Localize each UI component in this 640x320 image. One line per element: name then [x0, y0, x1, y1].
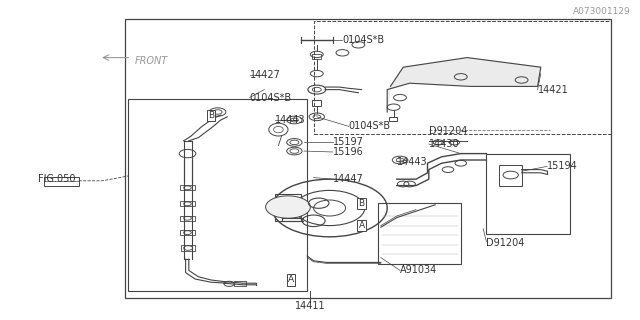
Text: 14447: 14447: [333, 174, 364, 184]
Bar: [181, 245, 195, 251]
Text: FRONT: FRONT: [134, 56, 168, 66]
Text: 14421: 14421: [538, 84, 568, 95]
Bar: [125, 19, 611, 298]
Text: 15197: 15197: [333, 137, 364, 148]
Circle shape: [266, 196, 310, 218]
Text: 15194: 15194: [547, 161, 578, 172]
Bar: [180, 185, 195, 190]
Bar: [234, 281, 246, 286]
Text: D91204: D91204: [429, 126, 467, 136]
Bar: [312, 100, 321, 106]
Text: 14427: 14427: [250, 70, 280, 80]
Text: 14430: 14430: [429, 139, 460, 149]
Text: A91034: A91034: [400, 265, 437, 276]
Text: 0104S*B: 0104S*B: [349, 121, 391, 132]
Bar: [180, 201, 195, 206]
Bar: [389, 117, 397, 121]
Text: 14411: 14411: [295, 300, 326, 311]
Bar: [180, 230, 195, 235]
Bar: [128, 99, 307, 291]
Polygon shape: [387, 58, 541, 112]
Text: FIG.050: FIG.050: [38, 174, 76, 184]
Bar: [44, 177, 79, 186]
Bar: [486, 154, 570, 234]
Text: 0104S*B: 0104S*B: [250, 92, 292, 103]
Bar: [180, 216, 195, 221]
Text: 0104S*B: 0104S*B: [342, 35, 385, 45]
Text: D91204: D91204: [486, 238, 525, 248]
Text: B: B: [358, 199, 365, 208]
Bar: [312, 54, 321, 59]
Text: 14443: 14443: [397, 156, 428, 167]
Bar: [499, 165, 522, 186]
Bar: [314, 21, 611, 134]
Text: 15196: 15196: [333, 147, 364, 157]
Text: B: B: [208, 111, 214, 120]
Text: A: A: [358, 221, 365, 230]
Bar: [275, 194, 301, 221]
Text: A: A: [288, 276, 294, 284]
Text: A073001129: A073001129: [573, 7, 630, 16]
Text: 14443: 14443: [275, 115, 306, 125]
